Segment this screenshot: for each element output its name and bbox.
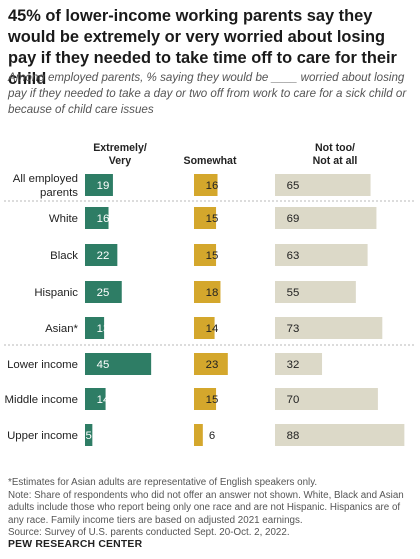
bar-very-black <box>85 244 118 266</box>
bar-notatall-asian <box>275 317 383 339</box>
value-label-somewhat-hispanic: 18 <box>206 287 219 299</box>
column-header-somewhat-line-1: Somewhat <box>183 155 237 167</box>
category-label-upper-income: Upper income <box>7 430 78 442</box>
bar-somewhat-upper-income <box>194 424 203 446</box>
bar-very-hispanic <box>85 281 122 303</box>
column-header-notatall-line-1: Not too/ <box>314 142 355 154</box>
bar-somewhat-asian <box>194 317 215 339</box>
chart-title: 45% of lower-income working parents say … <box>8 7 397 88</box>
value-label-notatall-asian: 73 <box>287 323 300 335</box>
bar-notatall-upper-income <box>275 424 405 446</box>
bar-somewhat-middle-income <box>194 388 217 410</box>
category-label-lower-income: Lower income <box>7 359 78 371</box>
bar-somewhat-all-employed-parents <box>194 174 218 196</box>
value-label-very-black: 22 <box>97 250 110 262</box>
bar-somewhat-lower-income <box>194 353 228 375</box>
category-label-hispanic: Hispanic <box>34 287 78 299</box>
bar-notatall-white <box>275 207 377 229</box>
value-label-notatall-white: 69 <box>287 213 300 225</box>
bar-notatall-hispanic <box>275 281 356 303</box>
category-label-all-employed-parents: All employed parents <box>13 173 79 199</box>
bar-notatall-middle-income <box>275 388 378 410</box>
bar-somewhat-white <box>194 207 217 229</box>
source-note: Source: Survey of U.S. parents conducted… <box>8 527 290 539</box>
value-label-very-hispanic: 25 <box>97 287 110 299</box>
bar-very-middle-income <box>85 388 106 410</box>
category-label-asian: Asian* <box>45 323 78 335</box>
value-label-very-lower-income: 45 <box>97 359 110 371</box>
bar-very-all-employed-parents <box>85 174 113 196</box>
value-label-notatall-upper-income: 88 <box>287 430 300 442</box>
bar-somewhat-hispanic <box>194 281 221 303</box>
column-header-notatall-line-2: Not at all <box>312 155 358 167</box>
value-label-very-upper-income: 5 <box>86 430 92 442</box>
chart-subtitle: Among employed parents, % saying they wo… <box>8 71 407 116</box>
column-header-very: Extremely/ Very <box>70 142 170 168</box>
bar-notatall-lower-income <box>275 353 323 375</box>
chart-notes: *Estimates for Asian adults are represen… <box>8 477 418 540</box>
value-label-notatall-lower-income: 32 <box>287 359 300 371</box>
value-label-very-white: 16 <box>97 213 110 225</box>
methodology-note: Note: Share of respondents who did not o… <box>8 489 404 526</box>
bar-very-lower-income <box>85 353 152 375</box>
value-label-somewhat-lower-income: 23 <box>206 359 219 371</box>
bar-notatall-all-employed-parents <box>275 174 371 196</box>
value-label-notatall-hispanic: 55 <box>287 287 300 299</box>
value-label-somewhat-white: 15 <box>206 213 219 225</box>
bar-very-white <box>85 207 109 229</box>
brand-logo-text: PEW RESEARCH CENTER <box>8 539 143 550</box>
value-label-somewhat-black: 15 <box>206 250 219 262</box>
value-label-notatall-black: 63 <box>287 250 300 262</box>
value-label-very-asian: 13 <box>97 323 110 335</box>
value-label-somewhat-upper-income: 6 <box>209 430 215 442</box>
value-label-somewhat-middle-income: 15 <box>206 394 219 406</box>
bar-very-asian <box>85 317 105 339</box>
category-label-white: White <box>49 213 78 225</box>
value-label-somewhat-asian: 14 <box>206 323 219 335</box>
column-header-very-line-1: Extremely/ <box>93 142 147 154</box>
bar-very-upper-income <box>85 424 93 446</box>
bar-notatall-black <box>275 244 368 266</box>
category-label-middle-income: Middle income <box>5 394 78 406</box>
column-header-very-line-2: Very <box>108 155 132 167</box>
asterisk-note: *Estimates for Asian adults are represen… <box>8 477 318 488</box>
value-label-somewhat-all-employed-parents: 16 <box>206 180 219 192</box>
column-header-somewhat: Somewhat <box>160 155 260 168</box>
category-label-black: Black <box>50 250 78 262</box>
value-label-very-middle-income: 14 <box>97 394 110 406</box>
bar-somewhat-black <box>194 244 217 266</box>
column-header-notatall: Not too/ Not at all <box>280 142 390 168</box>
value-label-notatall-middle-income: 70 <box>287 394 300 406</box>
value-label-notatall-all-employed-parents: 65 <box>287 180 300 192</box>
value-label-very-all-employed-parents: 19 <box>97 180 110 192</box>
